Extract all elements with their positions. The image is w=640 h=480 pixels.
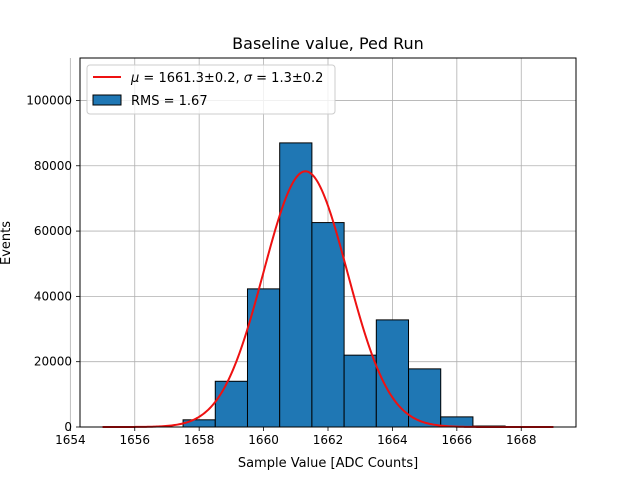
legend: μ = 1661.3±0.2, σ = 1.3±0.2 RMS = 1.67 — [86, 64, 336, 115]
y-tick-label: 100000 — [26, 93, 72, 107]
histogram-bar — [279, 142, 313, 428]
x-tick-label: 1654 — [55, 433, 86, 447]
y-tick-label: 80000 — [34, 159, 72, 173]
x-tick-label: 1656 — [119, 433, 150, 447]
histogram-bar — [343, 354, 377, 428]
histogram-bar — [182, 419, 216, 428]
histogram-bar — [214, 380, 248, 428]
y-axis-ticks: 0 20000 40000 60000 80000 100000 — [26, 93, 80, 434]
y-tick-label: 20000 — [34, 355, 72, 369]
x-tick-label: 1664 — [377, 433, 408, 447]
legend-fit-label: μ = 1661.3±0.2, σ = 1.3±0.2 — [130, 71, 323, 86]
x-tick-label: 1660 — [248, 433, 279, 447]
x-axis-label: Sample Value [ADC Counts] — [238, 456, 418, 471]
legend-hist-label: RMS = 1.67 — [131, 94, 208, 109]
x-tick-label: 1658 — [184, 433, 215, 447]
y-tick-label: 40000 — [34, 289, 72, 303]
x-tick-label: 1668 — [506, 433, 537, 447]
y-tick-label: 60000 — [34, 224, 72, 238]
x-tick-label: 1666 — [442, 433, 473, 447]
x-tick-label: 1662 — [313, 433, 344, 447]
y-tick-label: 0 — [64, 420, 72, 434]
y-axis-label: Events — [0, 221, 14, 265]
legend-hist-swatch — [92, 94, 122, 106]
legend-box — [86, 64, 336, 115]
histogram-bar — [311, 222, 345, 428]
chart-title: Baseline value, Ped Run — [232, 34, 424, 53]
x-axis-ticks: 1654 1656 1658 1660 1662 1664 1666 1668 — [55, 427, 537, 447]
